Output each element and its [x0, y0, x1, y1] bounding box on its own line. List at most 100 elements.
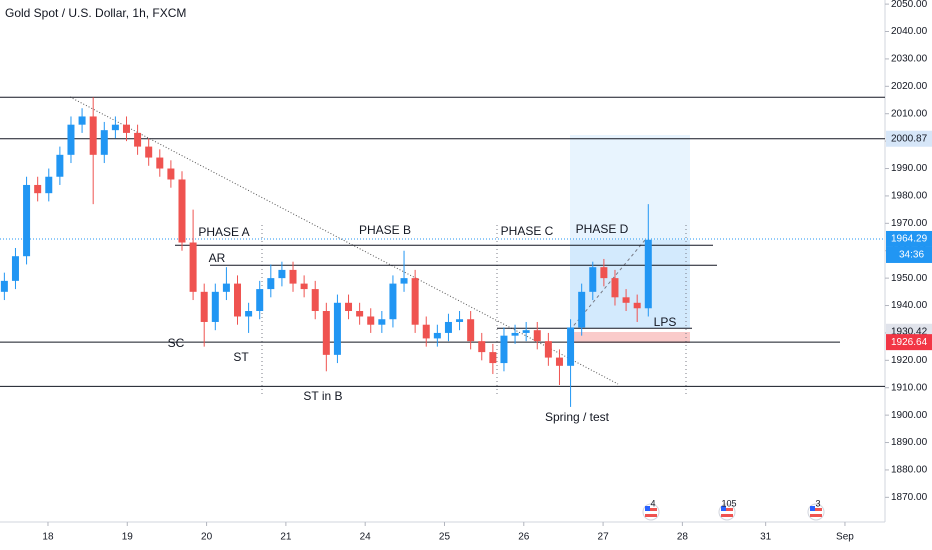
- candle-body: [167, 168, 175, 180]
- price-label: 1930.42: [891, 326, 928, 337]
- candle-body: [256, 289, 264, 312]
- candle-body: [234, 283, 242, 317]
- candle-body: [345, 302, 353, 312]
- annotation: SC: [168, 336, 185, 350]
- annotation: ST: [233, 350, 249, 364]
- candle-body: [78, 116, 86, 125]
- x-tick-label: 25: [439, 532, 451, 543]
- event-icon: 3: [807, 498, 825, 521]
- event-flag-stripe: [810, 514, 822, 517]
- candle-body: [122, 124, 130, 133]
- candle-body: [567, 327, 575, 366]
- candle-body: [622, 297, 630, 303]
- candle-body: [589, 267, 597, 292]
- candle-body: [222, 283, 230, 292]
- candle-body: [211, 291, 219, 322]
- annotation: Spring / test: [545, 410, 610, 424]
- zones: [69, 96, 690, 395]
- price-label: 2000.87: [891, 133, 928, 144]
- y-tick-label: 1880.00: [891, 465, 928, 476]
- candle-body: [467, 319, 475, 342]
- event-flag-canton: [645, 506, 650, 511]
- event-icon: 105: [718, 498, 737, 521]
- candle-body: [478, 341, 486, 353]
- candle-body: [544, 341, 552, 358]
- candle-body: [400, 278, 408, 284]
- candle-body: [278, 269, 286, 279]
- candle-body: [11, 256, 19, 281]
- price-label-bg: [886, 230, 932, 247]
- price-label: 1926.64: [891, 337, 928, 348]
- candle-body: [378, 319, 386, 325]
- candle-body: [156, 157, 164, 169]
- y-tick-label: 1920.00: [891, 355, 928, 366]
- x-tick-label: 27: [598, 532, 610, 543]
- event-flag-canton: [721, 506, 726, 511]
- candle-body: [633, 302, 641, 309]
- y-tick-label: 1910.00: [891, 382, 928, 393]
- candle-body: [511, 332, 519, 336]
- annotation: PHASE B: [359, 223, 411, 237]
- candle-body: [611, 278, 619, 298]
- candle-body: [367, 316, 375, 325]
- event-flag-stripe: [721, 514, 733, 517]
- candle-body: [522, 330, 530, 333]
- y-tick-label: 1870.00: [891, 492, 928, 503]
- event-count: 105: [721, 498, 736, 508]
- y-tick-label: 1980.00: [891, 191, 928, 202]
- y-tick-label: 1950.00: [891, 273, 928, 284]
- chart-title: Gold Spot / U.S. Dollar, 1h, FXCM: [5, 6, 186, 20]
- annotation: AR: [209, 251, 226, 265]
- candle-body: [111, 124, 119, 131]
- x-tick-label: Sep: [836, 532, 854, 543]
- event-count: 3: [815, 498, 820, 508]
- candle-body: [644, 239, 652, 309]
- y-tick-label: 2050.00: [891, 0, 928, 10]
- annotation: PHASE A: [198, 225, 249, 239]
- phase-d-zone: [570, 135, 690, 328]
- price-label: 1964.29: [891, 234, 928, 245]
- candle-body: [422, 324, 430, 339]
- event-count: 4: [650, 498, 655, 508]
- y-tick-label: 1900.00: [891, 410, 928, 421]
- candle-body: [34, 184, 42, 194]
- x-tick-label: 20: [201, 532, 213, 543]
- x-tick-label: 26: [518, 532, 530, 543]
- price-label-bg: [886, 130, 932, 147]
- y-tick-label: 2040.00: [891, 26, 928, 37]
- event-flag-stripe: [645, 514, 657, 517]
- event-flag-stripe: [810, 508, 822, 511]
- trend-line: [69, 96, 619, 385]
- candle-body: [0, 280, 8, 292]
- y-tick-label: 2020.00: [891, 81, 928, 92]
- candle-body: [356, 311, 364, 317]
- candle-body: [267, 278, 275, 290]
- candle-body: [23, 184, 31, 257]
- candle-body: [578, 291, 586, 328]
- candle-body: [389, 283, 397, 320]
- event-icon: 4: [642, 498, 660, 521]
- annotation: PHASE D: [576, 222, 629, 236]
- annotation: LPS: [654, 315, 677, 329]
- candle-body: [245, 311, 253, 317]
- candle-body: [67, 124, 75, 155]
- candle-body: [322, 311, 330, 355]
- y-tick-label: 2010.00: [891, 108, 928, 119]
- candle-body: [433, 332, 441, 339]
- countdown-bg: [886, 246, 932, 263]
- y-tick-label: 1990.00: [891, 163, 928, 174]
- candle-body: [444, 321, 452, 333]
- x-tick-label: 24: [360, 532, 372, 543]
- candle-body: [289, 269, 297, 284]
- candle-body: [456, 319, 464, 322]
- candle-body: [178, 179, 186, 243]
- x-tick-label: 18: [42, 532, 54, 543]
- x-tick-label: 28: [677, 532, 689, 543]
- candle-body: [300, 283, 308, 290]
- event-flag-stripe: [721, 508, 733, 511]
- candle-body: [89, 116, 97, 155]
- y-tick-label: 1940.00: [891, 300, 928, 311]
- event-flag-stripe: [645, 508, 657, 511]
